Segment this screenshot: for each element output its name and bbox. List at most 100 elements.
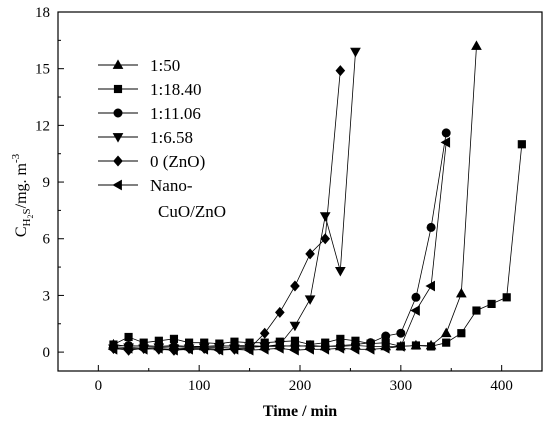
data-point <box>107 343 118 355</box>
legend-label: 1:6.58 <box>150 128 193 147</box>
data-point <box>320 233 331 245</box>
legend-marker <box>113 108 123 118</box>
data-point <box>304 343 314 355</box>
data-point <box>153 342 163 354</box>
data-point <box>442 338 451 347</box>
legend-label: 1:50 <box>150 56 180 75</box>
legend-label: 1:11.06 <box>150 104 201 123</box>
data-point <box>335 65 346 77</box>
series-line <box>113 142 447 351</box>
data-point <box>411 292 421 302</box>
y-axis-title-superscript: -3 <box>10 153 22 163</box>
legend-item: Nano- CuO/ZnO <box>98 176 226 221</box>
data-point <box>410 305 420 316</box>
data-point <box>441 128 451 138</box>
legend: 1:50 1:18.40 1:11.06 1:6.58 0 (ZnO) Nano- CuO/… <box>98 56 226 221</box>
legend-marker <box>113 155 123 167</box>
data-point <box>259 327 270 339</box>
data-point <box>168 344 178 356</box>
data-point <box>169 334 179 343</box>
y-axis-title-subscript: H <box>21 218 33 226</box>
data-point <box>380 342 390 354</box>
legend-label: CuO/ZnO <box>158 202 226 221</box>
data-point <box>289 321 301 332</box>
data-point <box>124 332 133 342</box>
data-point <box>274 342 284 354</box>
y-axis-title: CH2S/mg. m-3 <box>10 153 35 237</box>
data-point <box>319 343 330 355</box>
series-5 <box>108 65 346 356</box>
y-tick-label: 9 <box>43 175 51 191</box>
data-point <box>396 328 406 338</box>
data-point <box>228 343 239 355</box>
data-point <box>440 137 451 148</box>
data-point <box>349 343 360 355</box>
y-axis-ticks: 0 3 6 9 12 15 18 <box>35 5 64 361</box>
legend-label: 1:18.40 <box>150 80 201 99</box>
data-point <box>319 212 331 222</box>
legend-item: 1:11.06 <box>98 104 201 123</box>
data-point <box>426 222 436 232</box>
y-tick-label: 0 <box>43 345 51 361</box>
legend-marker <box>112 133 124 143</box>
legend-item: 0 (ZnO) <box>98 152 205 171</box>
data-point <box>122 342 133 354</box>
data-point <box>381 331 391 341</box>
data-point <box>275 306 285 318</box>
series-line <box>113 70 341 351</box>
legend-item: 1:50 <box>98 56 180 75</box>
data-point <box>290 280 300 292</box>
x-tick-label: 300 <box>390 378 413 394</box>
data-point <box>517 140 526 149</box>
series-6 <box>107 137 451 356</box>
x-tick-label: 100 <box>188 378 211 394</box>
data-point <box>350 47 361 58</box>
y-tick-label: 6 <box>43 232 51 248</box>
legend-label: Nano- <box>150 176 193 195</box>
data-point <box>259 343 269 355</box>
y-axis-title-subscript2: 2 <box>26 215 35 219</box>
series-line <box>113 144 523 347</box>
data-point <box>364 343 375 355</box>
y-axis-title-text: CH2S/mg. m-3 <box>10 153 35 237</box>
legend-marker <box>112 59 124 69</box>
x-tick-label: 200 <box>289 378 312 394</box>
data-point <box>243 344 254 356</box>
y-tick-label: 3 <box>43 288 51 304</box>
data-point <box>455 287 467 298</box>
x-tick-label: 400 <box>490 378 513 394</box>
data-point <box>198 343 209 355</box>
data-point <box>395 341 405 352</box>
data-point <box>471 40 482 50</box>
data-point <box>502 293 511 302</box>
data-point <box>183 343 193 355</box>
legend-item: 1:18.40 <box>98 80 201 99</box>
series-2 <box>109 140 526 351</box>
y-tick-label: 18 <box>35 5 50 21</box>
series-4 <box>108 47 361 354</box>
x-axis-ticks: 0 100 200 300 400 <box>95 365 513 394</box>
data-point <box>487 299 496 309</box>
legend-item: 1:6.58 <box>98 128 193 147</box>
y-axis-title-subscript3: S <box>21 208 33 214</box>
data-point <box>425 280 435 292</box>
data-point <box>305 248 315 260</box>
data-point <box>427 342 436 351</box>
data-point <box>457 329 466 338</box>
data-point <box>411 341 421 350</box>
data-point <box>304 295 316 305</box>
y-axis-title-unit: /mg. m <box>13 162 30 208</box>
data-point <box>138 343 148 355</box>
y-tick-label: 15 <box>35 62 50 78</box>
data-point <box>289 344 299 356</box>
legend-label: 0 (ZnO) <box>150 152 205 171</box>
x-axis-title: Time / min <box>263 403 337 420</box>
y-axis-title-main: C <box>13 226 30 237</box>
data-point <box>334 342 345 354</box>
series-layer <box>107 40 526 356</box>
data-point <box>334 266 346 277</box>
data-point <box>213 344 224 356</box>
y-tick-label: 12 <box>35 118 50 134</box>
x-tick-label: 0 <box>95 378 103 394</box>
